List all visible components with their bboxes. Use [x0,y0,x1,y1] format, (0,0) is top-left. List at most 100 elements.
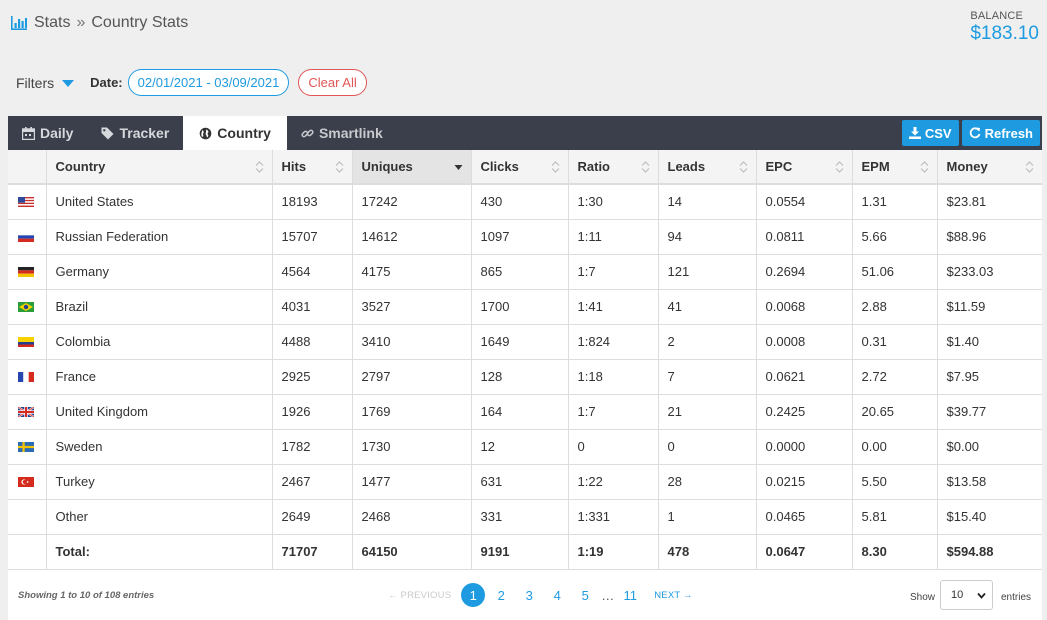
table-cell-country: France [46,359,273,395]
table-cell-leads: 94 [658,219,757,255]
previous-page-button[interactable]: ← PREVIOUS [388,589,452,601]
clear-all-button[interactable]: Clear All [298,69,367,96]
sort-icon[interactable] [1025,160,1034,174]
table-cell-epc: 0.2694 [756,254,853,290]
table-cell-uniques: 1769 [352,394,472,430]
page-size-select[interactable]: 10 [940,580,993,610]
refresh-button[interactable]: Refresh [961,120,1040,146]
table-cell-clicks: 331 [471,499,569,535]
download-icon [908,127,921,139]
table-cell-epc: 0.0554 [756,184,853,220]
page-button-last[interactable]: 11 [623,587,638,603]
sort-icon[interactable] [335,160,344,174]
flag-us-icon [18,196,34,207]
table-cell-clicks: 164 [471,394,569,430]
table-cell-money: $15.40 [937,499,1042,535]
caret-down-icon[interactable] [62,79,75,87]
table-cell-money: $233.03 [937,254,1042,290]
column-header-uniques[interactable]: Uniques [352,150,472,185]
flag-cell [8,534,47,570]
page-button-3[interactable]: 3 [525,587,533,603]
country-stats-table: Country Hits Uniques Clicks Ratio Leads EPC EPM… [8,150,1042,570]
table-cell-epc: 0.0465 [756,499,853,535]
tab-smartlink[interactable]: Smartlink [287,116,397,150]
next-page-button[interactable]: NEXT → [654,589,693,601]
column-header-epm[interactable]: EPM [852,150,938,185]
breadcrumb-root[interactable]: Stats [34,14,71,31]
sort-icon[interactable] [835,160,844,174]
table-cell-ratio: 1:7 [568,394,659,430]
flag-cell [8,394,47,430]
table-cell-money: $88.96 [937,219,1042,255]
table-cell-clicks: 1649 [471,324,569,360]
table-cell-epm: 1.31 [852,184,938,220]
sort-icon[interactable] [551,160,560,174]
flag-co-icon [18,336,34,347]
table-row: United Kingdom 1926 1769 164 1:7 21 0.2425 20.6… [8,394,1042,430]
table-cell-leads: 2 [658,324,757,360]
table-cell-hits: 4564 [272,254,353,290]
pagination: ← PREVIOUS 1 2 3 4 5 … 11 NEXT → [388,583,693,607]
page-title: Country Stats [91,14,189,31]
table-cell-epm: 0.31 [852,324,938,360]
sort-desc-icon[interactable] [454,160,463,174]
date-range-picker[interactable]: 02/01/2021 - 03/09/2021 [127,69,290,96]
table-cell-epc: 0.2425 [756,394,853,430]
column-header-ratio[interactable]: Ratio [568,150,659,185]
flag-de-icon [18,266,34,277]
pagination-ellipsis: … [601,587,615,603]
table-cell-country: Brazil [46,289,273,325]
page-size-value: 10 [951,589,964,601]
column-header-clicks[interactable]: Clicks [471,150,569,185]
column-header-country[interactable]: Country [46,150,273,185]
table-cell-uniques: 1730 [352,429,472,465]
table-cell-money: $7.95 [937,359,1042,395]
date-label: Date: [90,75,123,90]
column-header-label: Money [946,159,988,174]
table-cell-country: Russian Federation [46,219,273,255]
table-cell-uniques: 2797 [352,359,472,395]
csv-button[interactable]: CSV [901,120,959,146]
table-cell-country: Sweden [46,429,273,465]
column-header-hits[interactable]: Hits [272,150,353,185]
flag-cell [8,324,47,360]
filters-toggle[interactable]: Filters [16,74,55,91]
table-cell-clicks: 631 [471,464,569,500]
column-header-epc[interactable]: EPC [756,150,853,185]
column-header-money[interactable]: Money [937,150,1042,185]
column-header-leads[interactable]: Leads [658,150,757,185]
column-header-label: Ratio [577,159,611,174]
page-button-2[interactable]: 2 [497,587,505,603]
sort-icon[interactable] [641,160,650,174]
tab-bar: Daily Tracker Country Smartlink CSV Refr… [8,116,1042,150]
table-cell-leads: 121 [658,254,757,290]
sort-icon[interactable] [739,160,748,174]
page-button-5[interactable]: 5 [581,587,589,603]
tab-country[interactable]: Country [183,116,287,150]
bar-chart-icon [11,16,27,30]
flag-cell [8,219,47,255]
balance-box: BALANCE $183.10 [970,10,1039,45]
column-header-label: Leads [667,159,706,174]
table-cell-uniques: 2468 [352,499,472,535]
sort-icon[interactable] [255,160,264,174]
entries-label: entries [1001,592,1032,603]
flag-cell [8,289,47,325]
table-cell-hits: 2925 [272,359,353,395]
table-cell-clicks: 865 [471,254,569,290]
tab-daily[interactable]: Daily [8,116,87,150]
table-cell-clicks: 1097 [471,219,569,255]
page-button-1[interactable]: 1 [461,583,486,607]
table-cell-ratio: 1:41 [568,289,659,325]
table-cell-ratio: 1:11 [568,219,659,255]
column-header-label: EPM [861,159,890,174]
tab-tracker[interactable]: Tracker [87,116,183,150]
page-button-4[interactable]: 4 [553,587,561,603]
table-cell-epc: 0.0811 [756,219,853,255]
total-cell-hits: 71707 [272,534,353,570]
sort-icon[interactable] [920,160,929,174]
total-row: Total: 71707 64150 9191 1:19 478 0.0647 8.30 $59… [8,534,1042,570]
column-header-label: Uniques [361,159,413,174]
globe-icon [199,127,212,139]
table-cell-hits: 1926 [272,394,353,430]
